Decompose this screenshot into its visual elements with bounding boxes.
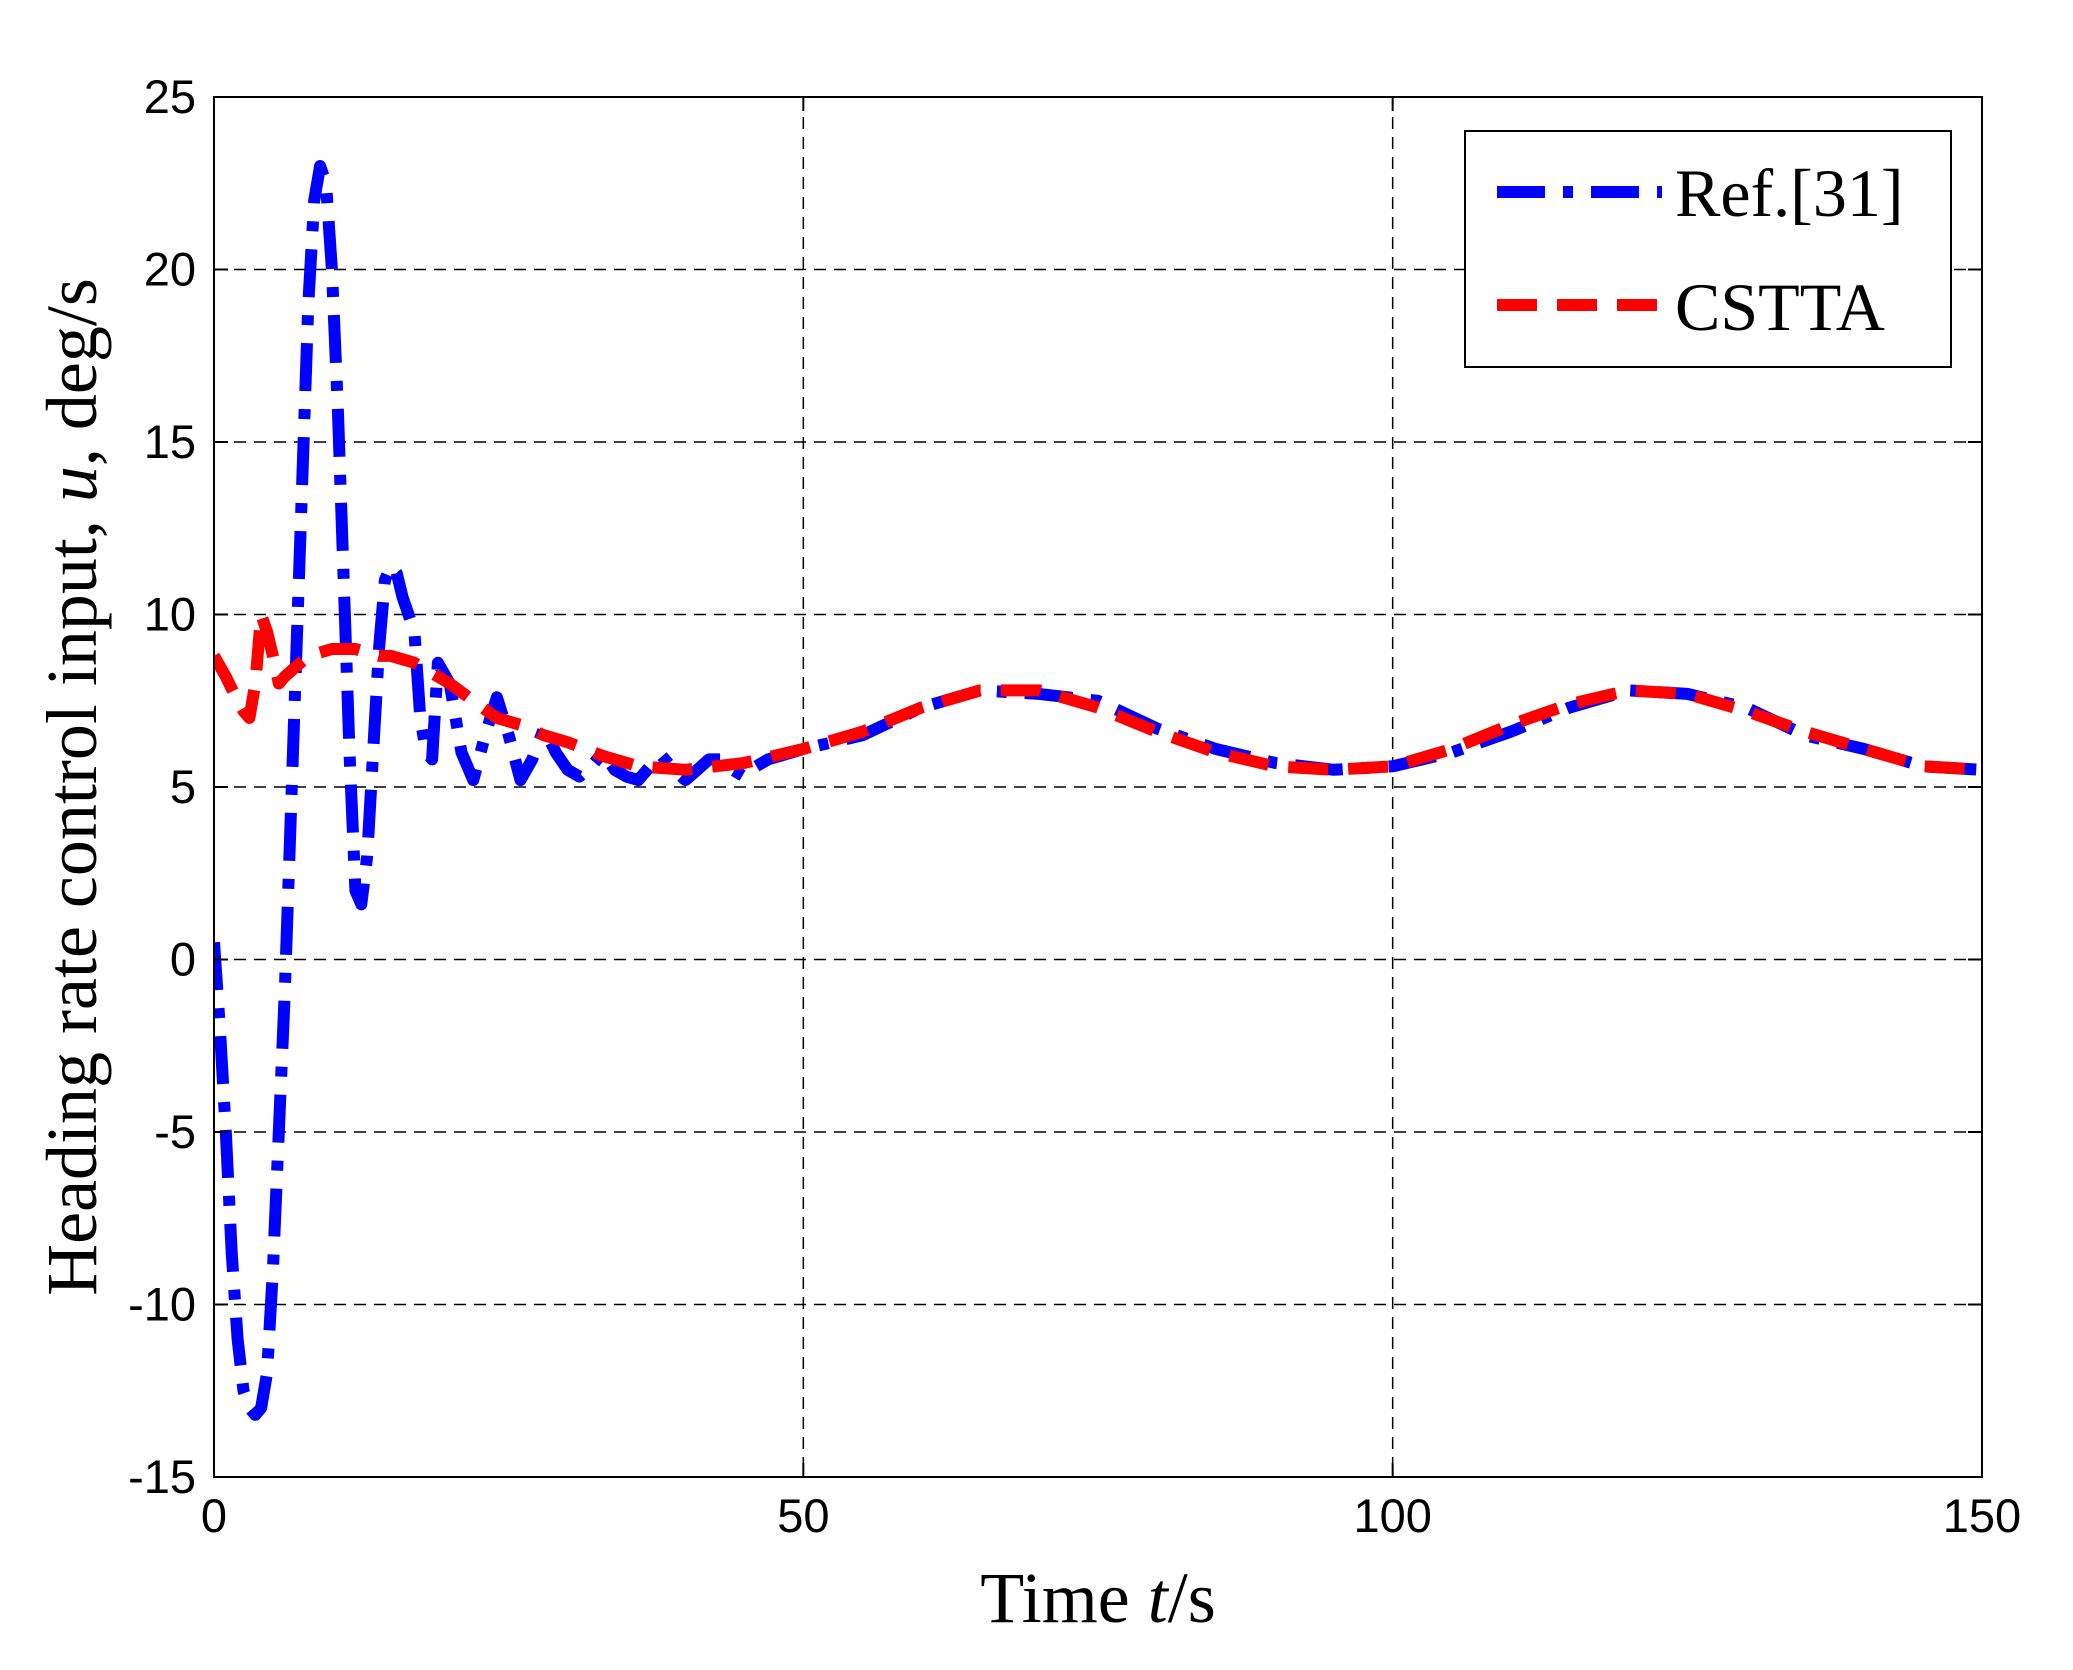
x-tick-label: 100: [1353, 1489, 1431, 1542]
series-layer: [214, 160, 1982, 1421]
legend-box: [1464, 130, 1952, 368]
x-tick-label: 50: [777, 1489, 829, 1542]
y-tick-label: 10: [144, 588, 196, 641]
y-tick-label: -10: [128, 1278, 196, 1331]
legend-label-cstta: CSTTA: [1675, 269, 1885, 345]
x-tick-label: 150: [1943, 1489, 2021, 1542]
y-tick-label: 25: [144, 70, 196, 123]
x-axis-title-suffix: /s: [1168, 1558, 1216, 1638]
y-axis-title-var: u: [32, 466, 112, 502]
y-axis-title-suffix: , deg/s: [32, 278, 112, 466]
y-axis-title-prefix: Heading rate control input,: [32, 502, 112, 1296]
series-line-ref-31: [214, 160, 1982, 1421]
y-tick-label: 5: [170, 760, 196, 813]
legend: Ref.[31] CSTTA: [1464, 130, 1952, 368]
y-tick-label: 15: [144, 415, 196, 468]
x-axis-title: Time t/s: [980, 1558, 1215, 1638]
y-tick-label: -15: [128, 1450, 196, 1503]
series-line-cstta: [214, 608, 1982, 776]
y-tick-label: 0: [170, 933, 196, 986]
x-tick-label: 0: [201, 1489, 227, 1542]
x-axis-title-var: t: [1148, 1558, 1170, 1638]
tick-labels: 0 50 100 150 -15 -10 -5 0 5 10 15 20 25: [128, 70, 2021, 1542]
ticks: [213, 96, 1983, 1478]
y-axis-title: Heading rate control input, u, deg/s: [32, 278, 112, 1296]
y-tick-label: 20: [144, 243, 196, 296]
legend-label-ref31: Ref.[31]: [1675, 155, 1903, 231]
y-tick-label: -5: [154, 1105, 196, 1158]
grid: [214, 97, 1982, 1477]
x-axis-title-prefix: Time: [980, 1558, 1147, 1638]
